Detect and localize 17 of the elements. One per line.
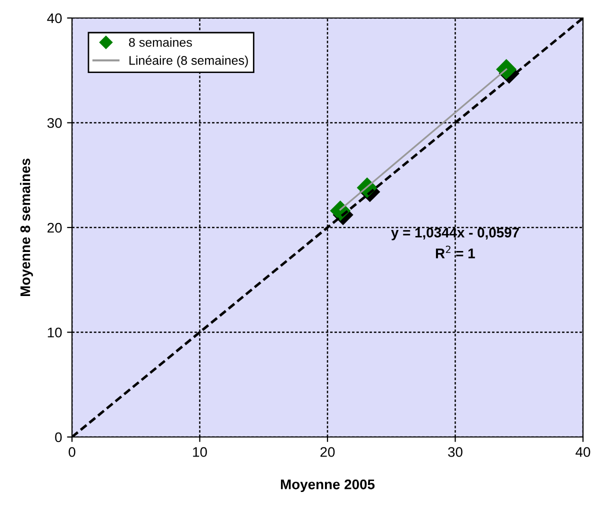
x-tick-label: 10 bbox=[193, 447, 207, 457]
legend-label: 8 semaines bbox=[129, 38, 192, 47]
x-axis-title: Moyenne 2005 bbox=[280, 479, 375, 492]
annotation: y = 1,0344x - 0,0597 bbox=[391, 228, 519, 240]
x-tick-label: 40 bbox=[576, 447, 590, 457]
y-tick-label: 0 bbox=[55, 432, 62, 442]
y-axis-title: Moyenne 8 semaines bbox=[20, 158, 33, 296]
y-tick-label: 40 bbox=[47, 13, 62, 24]
legend-label: Linéaire (8 semaines) bbox=[129, 56, 248, 68]
x-tick-label: 20 bbox=[320, 447, 335, 457]
point bbox=[496, 59, 517, 80]
y-tick-label: 20 bbox=[48, 222, 62, 233]
annotation: R$^{2}$ = 1 bbox=[436, 246, 475, 258]
x-tick-label: 30 bbox=[448, 447, 462, 457]
y-tick-label: 10 bbox=[48, 328, 62, 338]
y-tick-label: 30 bbox=[47, 118, 62, 128]
x-tick-label: 0 bbox=[68, 447, 76, 457]
